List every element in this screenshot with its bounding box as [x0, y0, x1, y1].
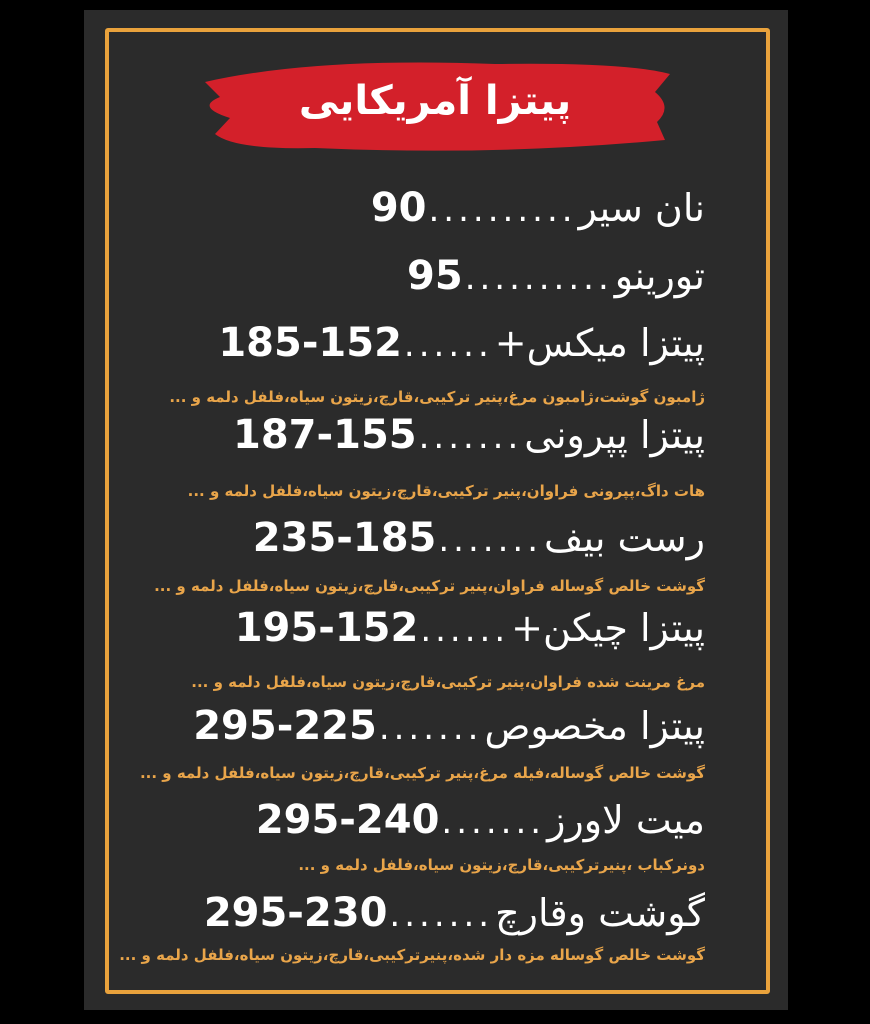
menu-item: گوشت وقارچ....... 295-230	[204, 890, 705, 936]
item-name: رست بیف	[544, 516, 705, 560]
menu-board	[84, 10, 788, 1010]
item-price: 90	[370, 185, 427, 231]
item-description: مرغ مرینت شده فراوان،پنیر ترکیبی،قارچ،زی…	[191, 673, 705, 691]
dot-leader: .......	[438, 520, 543, 560]
item-description: هات داگ،پپرونی فراوان،پنیر ترکیبی،قارچ،ز…	[187, 482, 705, 500]
item-name: پیتزا پپرونی	[524, 413, 705, 457]
menu-item: پیتزا چیکن+...... 195-152	[235, 605, 705, 651]
item-description: دونرکباب ،پنیرترکیبی،قارچ،زیتون سیاه،فلف…	[298, 856, 705, 874]
dot-leader: .......	[378, 708, 483, 748]
item-description: گوشت خالص گوساله،فیله مرغ،پنیر ترکیبی،قا…	[139, 764, 705, 782]
item-description: ژامبون گوشت،ژامبون مرغ،پنیر ترکیبی،قارچ،…	[169, 388, 705, 406]
item-description: گوشت خالص گوساله مزه دار شده،پنیرترکیبی،…	[119, 946, 705, 964]
item-price: 295-225	[193, 703, 377, 749]
item-name: گوشت وقارچ	[495, 891, 705, 935]
menu-item: پیتزا پپرونی....... 187-155	[233, 412, 705, 458]
item-price: 295-230	[203, 890, 388, 936]
item-name: پیتزا میکس+	[494, 321, 705, 365]
item-price: 235-185	[252, 515, 437, 561]
dot-leader: .......	[389, 895, 494, 935]
item-name: میت لاورز	[547, 798, 705, 842]
dot-leader: ......	[403, 325, 493, 365]
dot-leader: .......	[441, 802, 546, 842]
menu-item: رست بیف....... 235-185	[253, 515, 705, 561]
dot-leader: .......	[418, 417, 523, 457]
dot-leader: ......	[420, 610, 510, 650]
item-name: پیتزا چیکن+	[511, 606, 705, 650]
red-brush-stroke	[205, 62, 670, 151]
item-description: گوشت خالص گوساله فراوان،پنیر ترکیبی،قارچ…	[154, 577, 705, 595]
dot-leader: ..........	[464, 258, 613, 298]
item-price: 95	[407, 253, 463, 299]
dot-leader: ..........	[428, 190, 577, 230]
menu-item: پیتزا میکس+...... 185-152	[218, 320, 705, 366]
item-price: 185-152	[218, 320, 402, 366]
item-price: 295-240	[255, 797, 440, 843]
item-name: نان سیر	[578, 186, 705, 230]
menu-item: نان سیر.......... 90	[371, 185, 705, 231]
item-price: 195-152	[234, 605, 419, 651]
menu-item: تورینو.......... 95	[407, 253, 705, 299]
item-name: تورینو	[614, 254, 705, 298]
menu-title: پیتزا آمریکایی	[298, 78, 572, 124]
menu-item: پیتزا مخصوص....... 295-225	[193, 703, 705, 749]
item-price: 187-155	[233, 412, 417, 458]
menu-item: میت لاورز....... 295-240	[256, 797, 705, 843]
item-name: پیتزا مخصوص	[484, 704, 705, 748]
menu-frame	[105, 28, 770, 994]
